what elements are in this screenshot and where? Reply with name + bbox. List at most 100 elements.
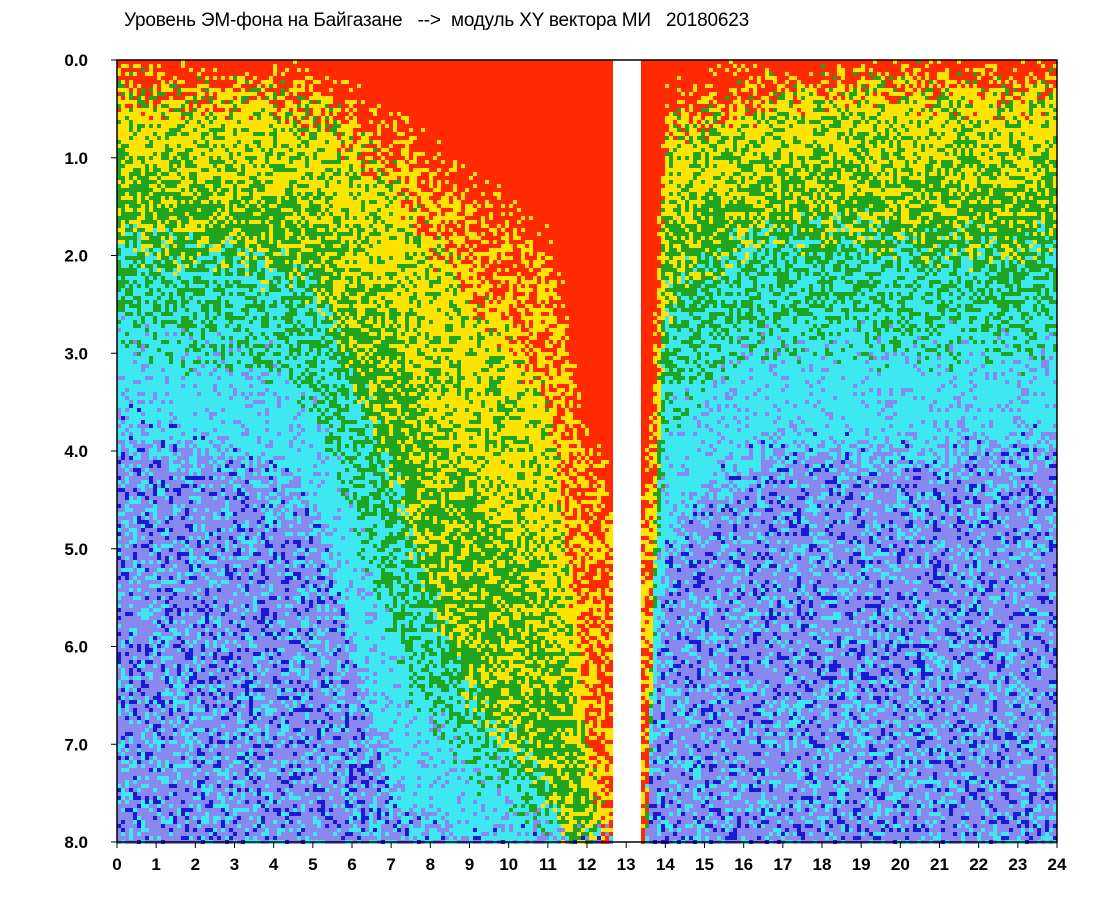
heatmap-cell bbox=[181, 228, 185, 232]
heatmap-cell bbox=[141, 740, 145, 744]
heatmap-cell bbox=[157, 112, 161, 116]
heatmap-cell bbox=[173, 652, 177, 656]
heatmap-cell bbox=[185, 784, 189, 788]
heatmap-cell bbox=[125, 644, 129, 648]
heatmap-cell bbox=[157, 768, 161, 772]
heatmap-cell bbox=[169, 192, 173, 196]
heatmap-cell bbox=[141, 68, 145, 72]
heatmap-cell bbox=[161, 280, 165, 284]
heatmap-cell bbox=[177, 64, 181, 68]
heatmap-cell bbox=[141, 356, 145, 360]
heatmap-cell bbox=[153, 200, 157, 204]
heatmap-cell bbox=[125, 504, 129, 508]
heatmap-cell bbox=[121, 176, 125, 180]
heatmap-cell bbox=[141, 268, 145, 272]
heatmap-cell bbox=[133, 748, 137, 752]
heatmap-cell bbox=[161, 692, 165, 696]
heatmap-cell bbox=[121, 252, 125, 256]
heatmap-cell bbox=[157, 416, 161, 420]
heatmap-cell bbox=[129, 156, 133, 160]
heatmap-cell bbox=[173, 776, 177, 780]
heatmap-cell bbox=[157, 744, 161, 748]
heatmap-cell bbox=[185, 236, 189, 240]
heatmap-cell bbox=[161, 168, 165, 172]
heatmap-cell bbox=[137, 256, 141, 260]
heatmap-cell bbox=[165, 248, 169, 252]
heatmap-cell bbox=[177, 504, 181, 508]
heatmap-cell bbox=[177, 432, 181, 436]
heatmap-cell bbox=[185, 308, 189, 312]
heatmap-cell bbox=[177, 632, 181, 636]
heatmap-cell bbox=[141, 568, 145, 572]
heatmap-cell bbox=[149, 92, 153, 96]
heatmap-cell bbox=[177, 240, 181, 244]
heatmap-cell bbox=[157, 280, 161, 284]
heatmap-cell bbox=[137, 748, 141, 752]
heatmap-cell bbox=[165, 484, 169, 488]
heatmap-cell bbox=[153, 536, 157, 540]
heatmap-cell bbox=[157, 480, 161, 484]
heatmap-cell bbox=[153, 760, 157, 764]
heatmap-cell bbox=[121, 128, 125, 132]
heatmap-cell bbox=[133, 716, 137, 720]
heatmap-cell bbox=[165, 628, 169, 632]
heatmap-cell bbox=[165, 784, 169, 788]
heatmap-cell bbox=[137, 632, 141, 636]
heatmap-cell bbox=[165, 256, 169, 260]
heatmap-cell bbox=[133, 712, 137, 716]
heatmap-cell bbox=[161, 96, 165, 100]
heatmap-cell bbox=[141, 448, 145, 452]
heatmap-cell bbox=[141, 160, 145, 164]
heatmap-cell bbox=[181, 100, 185, 104]
heatmap-cell bbox=[165, 136, 169, 140]
heatmap-cell bbox=[129, 72, 133, 76]
heatmap-cell bbox=[185, 616, 189, 620]
heatmap-cell bbox=[161, 76, 165, 80]
heatmap-cell bbox=[173, 824, 177, 828]
heatmap-cell bbox=[153, 704, 157, 708]
heatmap-cell bbox=[153, 448, 157, 452]
heatmap-cell bbox=[185, 480, 189, 484]
heatmap-cell bbox=[125, 344, 129, 348]
heatmap-cell bbox=[129, 260, 133, 264]
heatmap-cell bbox=[165, 84, 169, 88]
heatmap-cell bbox=[137, 176, 141, 180]
heatmap-cell bbox=[169, 768, 173, 772]
heatmap-cell bbox=[161, 548, 165, 552]
heatmap-cell bbox=[177, 280, 181, 284]
heatmap-cell bbox=[149, 504, 153, 508]
heatmap-cell bbox=[161, 144, 165, 148]
heatmap-cell bbox=[177, 328, 181, 332]
heatmap-cell bbox=[129, 396, 133, 400]
heatmap-cell bbox=[177, 272, 181, 276]
heatmap-cell bbox=[121, 652, 125, 656]
heatmap-cell bbox=[125, 164, 129, 168]
heatmap-cell bbox=[129, 704, 133, 708]
heatmap-cell bbox=[133, 440, 137, 444]
heatmap-cell bbox=[157, 248, 161, 252]
heatmap-cell bbox=[145, 508, 149, 512]
heatmap-cell bbox=[177, 352, 181, 356]
heatmap-cell bbox=[125, 180, 129, 184]
heatmap-cell bbox=[165, 612, 169, 616]
heatmap-cell bbox=[149, 388, 153, 392]
heatmap-cell bbox=[181, 816, 185, 820]
heatmap-cell bbox=[161, 264, 165, 268]
heatmap-cell bbox=[169, 608, 173, 612]
heatmap-cell bbox=[133, 68, 137, 72]
heatmap-cell bbox=[121, 812, 125, 816]
heatmap-cell bbox=[153, 224, 157, 228]
heatmap-cell bbox=[161, 92, 165, 96]
heatmap-cell bbox=[165, 460, 169, 464]
heatmap-cell bbox=[137, 764, 141, 768]
heatmap-cell bbox=[149, 532, 153, 536]
heatmap-cell bbox=[161, 484, 165, 488]
heatmap-cell bbox=[149, 512, 153, 516]
heatmap-cell bbox=[185, 296, 189, 300]
heatmap-cell bbox=[161, 148, 165, 152]
heatmap-cell bbox=[169, 812, 173, 816]
heatmap-cell bbox=[137, 184, 141, 188]
heatmap-cell bbox=[149, 140, 153, 144]
heatmap-cell bbox=[161, 248, 165, 252]
heatmap-cell bbox=[137, 584, 141, 588]
